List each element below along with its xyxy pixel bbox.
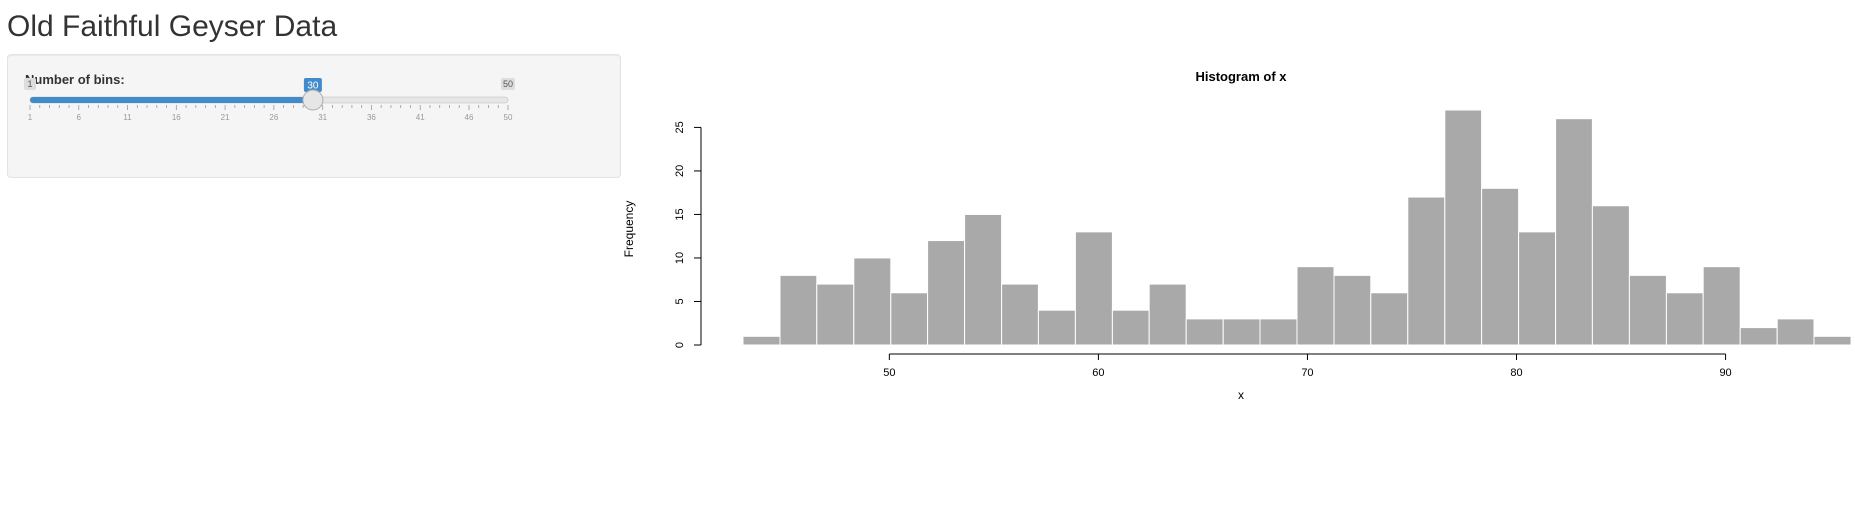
y-tick-label: 0 bbox=[674, 342, 686, 348]
slider-tick-label: 21 bbox=[221, 113, 230, 122]
slider-tick-label: 1 bbox=[28, 113, 33, 122]
histogram-bar bbox=[1702, 266, 1741, 346]
histogram-bar bbox=[816, 283, 855, 346]
slider-tick-label: 36 bbox=[367, 113, 376, 122]
bins-slider-label: Number of bins: bbox=[25, 72, 125, 87]
histogram-bar bbox=[1148, 283, 1187, 346]
x-axis-label: x bbox=[1238, 388, 1244, 402]
histogram-bar bbox=[1591, 205, 1630, 346]
histogram-bar bbox=[1333, 274, 1372, 346]
histogram-bar bbox=[1776, 318, 1815, 346]
histogram-bar bbox=[1074, 231, 1113, 346]
histogram-bar bbox=[1185, 318, 1224, 346]
y-tick-label: 25 bbox=[674, 121, 686, 133]
slider-max-label: 50 bbox=[503, 79, 513, 89]
y-axis-label: Frequency bbox=[622, 201, 636, 258]
slider-fill bbox=[30, 97, 313, 103]
slider-value-badge: 30 bbox=[303, 78, 322, 92]
histogram-bar bbox=[1628, 274, 1667, 346]
slider-tick-label: 46 bbox=[465, 113, 474, 122]
y-tick-label: 5 bbox=[674, 298, 686, 304]
histogram-bar bbox=[890, 292, 929, 346]
histogram-bar bbox=[1259, 318, 1298, 346]
slider-tick-label: 6 bbox=[77, 113, 82, 122]
x-tick-label: 70 bbox=[1301, 367, 1313, 379]
histogram-bar bbox=[779, 274, 818, 346]
histogram-bar bbox=[1555, 118, 1593, 346]
slider-min-badge: 1 bbox=[24, 78, 36, 90]
slider-tick-label: 31 bbox=[318, 113, 327, 122]
slider-tick-label: 11 bbox=[123, 113, 132, 122]
chart-title: Histogram of x bbox=[1195, 69, 1287, 84]
histogram-bar bbox=[1481, 187, 1520, 346]
slider-tick-label: 41 bbox=[416, 113, 425, 122]
histogram-bar bbox=[927, 240, 966, 346]
histogram-bar bbox=[742, 335, 781, 346]
y-axis: 0 5 10 15 20 25 bbox=[674, 121, 702, 348]
histogram-bars bbox=[742, 109, 1852, 346]
histogram-bar bbox=[1518, 231, 1557, 346]
x-tick-label: 60 bbox=[1092, 367, 1104, 379]
slider-value-label: 30 bbox=[307, 81, 319, 92]
x-tick-label: 90 bbox=[1719, 367, 1731, 379]
histogram-bar bbox=[1813, 335, 1852, 346]
histogram-bar bbox=[1222, 318, 1261, 346]
app-title: Old Faithful Geyser Data bbox=[7, 10, 338, 43]
x-tick-label: 80 bbox=[1510, 367, 1522, 379]
histogram-bar bbox=[1111, 309, 1150, 346]
histogram-bar bbox=[1037, 309, 1076, 346]
histogram-bar bbox=[1407, 196, 1446, 346]
slider-handle[interactable] bbox=[302, 89, 324, 111]
slider-tick-label: 26 bbox=[269, 113, 278, 122]
x-tick-label: 50 bbox=[883, 367, 895, 379]
histogram-bar bbox=[1665, 292, 1704, 346]
histogram-bar bbox=[1296, 266, 1335, 346]
histogram-bar bbox=[964, 213, 1003, 346]
histogram-bar bbox=[1739, 327, 1778, 346]
histogram-bar bbox=[1444, 109, 1483, 346]
histogram-bar bbox=[1001, 283, 1039, 346]
y-tick-label: 15 bbox=[674, 208, 686, 220]
slider-tick-label: 50 bbox=[504, 113, 513, 122]
x-axis: 50 60 70 80 90 bbox=[883, 353, 1732, 379]
slider-tick-label: 16 bbox=[172, 113, 181, 122]
slider-min-label: 1 bbox=[27, 79, 32, 89]
y-tick-label: 20 bbox=[674, 165, 686, 177]
slider-max-badge: 50 bbox=[501, 78, 515, 90]
histogram-bar bbox=[1370, 292, 1409, 346]
y-tick-label: 10 bbox=[674, 252, 686, 264]
histogram-bar bbox=[853, 257, 892, 346]
sidebar-panel: Number of bins: 1 50 1 6 11 16 21 26 31 36 41 46 50 3… bbox=[7, 54, 621, 178]
